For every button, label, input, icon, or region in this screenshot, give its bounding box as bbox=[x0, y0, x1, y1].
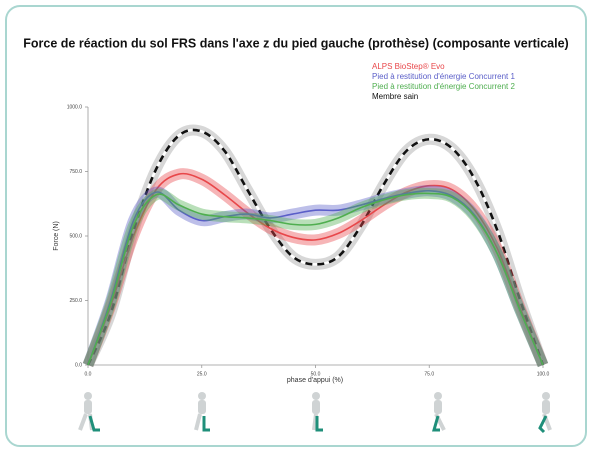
x-tick-label: 100.0 bbox=[537, 371, 550, 377]
legend-entry: Membre sain bbox=[372, 92, 418, 101]
y-tick-label: 250.0 bbox=[69, 298, 82, 304]
x-tick-label: 50.0 bbox=[311, 371, 321, 377]
x-tick-label: 75.0 bbox=[424, 371, 434, 377]
x-tick-label: 0.0 bbox=[85, 371, 92, 377]
x-tick-label: 25.0 bbox=[197, 371, 207, 377]
series-line bbox=[87, 192, 544, 366]
card-frame bbox=[5, 5, 587, 447]
chart-title: Force de réaction du sol FRS dans l'axe … bbox=[23, 36, 568, 50]
y-tick-label: 500.0 bbox=[69, 233, 82, 239]
x-axis-label: phase d'appui (%) bbox=[287, 377, 343, 384]
y-tick-label: 1000.0 bbox=[67, 104, 83, 110]
legend-entry: Pied à restitution d'énergie Concurrent … bbox=[372, 72, 515, 81]
gait-figures bbox=[78, 392, 552, 434]
series-line bbox=[86, 128, 545, 366]
legend-entry: ALPS BioStep® Evo bbox=[372, 62, 445, 71]
y-axis-label: Force (N) bbox=[53, 221, 60, 251]
gait-figure bbox=[432, 392, 446, 432]
gait-figure bbox=[78, 392, 100, 432]
gait-figure bbox=[194, 392, 210, 432]
gait-figure bbox=[312, 392, 323, 432]
series-line bbox=[87, 172, 544, 366]
series-line bbox=[87, 189, 544, 366]
legend-entry: Pied à restitution d'énergie Concurrent … bbox=[372, 82, 515, 91]
y-tick-label: 0.0 bbox=[75, 362, 82, 368]
y-tick-label: 750.0 bbox=[69, 169, 82, 175]
gait-figure bbox=[538, 392, 552, 434]
